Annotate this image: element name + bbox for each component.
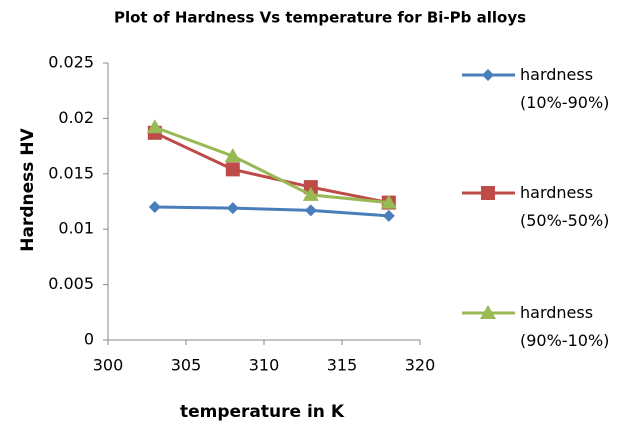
marker [225,162,240,177]
marker [146,119,163,134]
y-tick-label: 0.015 [48,163,94,182]
marker [148,201,161,214]
y-tick-label: 0.02 [58,108,94,127]
y-axis-label: Hardness HV [18,127,38,251]
marker [302,186,319,201]
y-tick-label: 0.01 [58,219,94,238]
legend-marker [480,305,496,319]
legend-label: hardness (50%-50%) [520,183,610,230]
chart-title: Plot of Hardness Vs temperature for Bi-P… [114,9,526,27]
series-line [154,125,389,205]
x-tick-label: 305 [171,356,202,375]
y-tick-label: 0.005 [48,274,94,293]
marker [304,204,317,217]
x-tick-label: 315 [327,356,358,375]
legend-label: hardness (10%-90%) [520,65,610,112]
marker [380,194,397,209]
y-tick-label: 0.025 [48,53,94,72]
legend-marker [482,69,494,81]
legend-label: hardness (90%-10%) [520,303,610,350]
marker [382,209,395,222]
x-tick-label: 300 [93,356,124,375]
x-tick-label: 320 [405,356,436,375]
y-tick-label: 0 [84,330,94,349]
x-tick-label: 310 [249,356,280,375]
series-line [154,205,389,218]
marker [224,148,241,163]
marker [226,202,239,215]
x-axis-label: temperature in K [180,402,345,422]
series-line [154,131,390,205]
legend-marker [481,186,495,200]
